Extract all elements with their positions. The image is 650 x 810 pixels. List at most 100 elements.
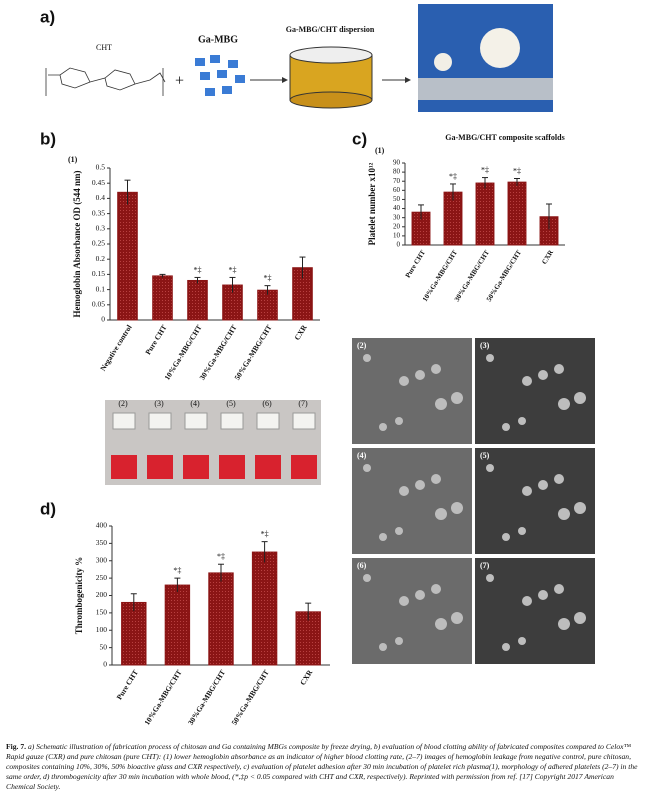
vial-label: (3): [154, 399, 164, 408]
vial-blood: [147, 455, 173, 479]
y-tick-label: 60: [393, 186, 401, 194]
sem-particle: [558, 508, 570, 520]
y-tick-label: 0: [101, 315, 105, 324]
y-tick-label: 50: [393, 195, 401, 203]
sem-particle: [415, 370, 425, 380]
sem-label: (4): [357, 451, 367, 460]
sem-label: (6): [357, 561, 367, 570]
sem-particle: [502, 533, 510, 541]
panel-label: b): [40, 129, 56, 148]
y-tick-label: 0.15: [92, 269, 105, 278]
sem-particle: [538, 370, 548, 380]
sem-particle: [538, 480, 548, 490]
x-tick-label: 10%Ga-MBG/CHT: [142, 668, 183, 726]
panel-label: a): [40, 7, 55, 26]
sem-particle: [363, 354, 371, 362]
y-tick-label: 0.3: [96, 224, 106, 233]
bar: [187, 279, 208, 321]
y-tick-label: 0.35: [92, 208, 105, 217]
vial-label: (5): [226, 399, 236, 408]
sem-particle: [379, 643, 387, 651]
vial-blood: [219, 455, 245, 479]
y-tick-label: 70: [393, 177, 401, 185]
sem-particle: [522, 376, 532, 386]
x-tick-label: 10%Ga-MBG/CHT: [421, 248, 459, 303]
bar: [475, 182, 495, 246]
sem-particle: [395, 417, 403, 425]
x-tick-label: Pure CHT: [115, 668, 140, 701]
vial-label: (4): [190, 399, 200, 408]
vial-label: (7): [298, 399, 308, 408]
sem-particle: [486, 354, 494, 362]
y-axis-label: Platelet number x10¹²: [367, 162, 377, 245]
sem-particle: [554, 584, 564, 594]
bar: [208, 572, 234, 666]
arrow-head: [282, 77, 288, 83]
x-tick-label: 30%Ga-MBG/CHT: [186, 668, 227, 726]
sem-particle: [558, 618, 570, 630]
sem-label: (2): [357, 341, 367, 350]
figure: a) CHT + Ga-MBG Ga-MBG/CHT dispersion b)…: [40, 4, 595, 727]
y-tick-label: 100: [96, 625, 108, 634]
sem-label: (5): [480, 451, 490, 460]
y-tick-label: 0.4: [96, 193, 106, 202]
sem-image: [352, 338, 472, 444]
sem-particle: [451, 502, 463, 514]
sem-particle: [399, 596, 409, 606]
y-tick-label: 0.5: [96, 163, 106, 172]
vial-blood: [255, 455, 281, 479]
sem-particle: [522, 486, 532, 496]
sem-image: [475, 558, 595, 664]
significance: *‡: [217, 552, 225, 561]
vial-blood: [291, 455, 317, 479]
x-tick-label: Pure CHT: [143, 323, 168, 356]
sem-particle: [518, 527, 526, 535]
vial-cap: [292, 412, 316, 430]
bar: [295, 611, 321, 666]
y-tick-label: 10: [393, 231, 401, 239]
sem-image: [475, 338, 595, 444]
sem-particle: [502, 643, 510, 651]
significance: *‡: [194, 265, 202, 274]
sem-particle: [395, 527, 403, 535]
vial-blood: [111, 455, 137, 479]
y-axis-label: Thrombogenicity %: [74, 557, 84, 635]
sem-particle: [379, 423, 387, 431]
vial-label: (6): [262, 399, 272, 408]
sem-particle: [451, 392, 463, 404]
y-tick-label: 400: [96, 521, 108, 530]
y-tick-label: 0: [103, 660, 107, 669]
sem-particle: [518, 417, 526, 425]
y-tick-label: 50: [100, 642, 108, 651]
chart-title: (1): [68, 155, 78, 164]
y-tick-label: 0.1: [96, 284, 106, 293]
x-tick-label: 30%Ga-MBG/CHT: [197, 323, 238, 381]
cht-structure: [45, 67, 166, 96]
vial-cap: [184, 412, 208, 430]
bar: [121, 601, 147, 666]
sem-particle: [574, 392, 586, 404]
sem-particle: [554, 474, 564, 484]
y-tick-label: 40: [393, 204, 401, 212]
caption-text: a) Schematic illustration of fabrication…: [6, 742, 638, 792]
vial-blood: [183, 455, 209, 479]
panel-label: d): [40, 499, 56, 518]
sem-particle: [431, 364, 441, 374]
sem-particle: [435, 508, 447, 520]
schematic-label: Ga-MBG/CHT dispersion: [286, 25, 375, 34]
y-tick-label: 80: [393, 168, 401, 176]
bar: [251, 551, 278, 666]
vial-cap: [256, 412, 280, 430]
y-tick-label: 300: [96, 555, 108, 564]
significance: *‡: [481, 165, 489, 174]
y-axis-label: Hemoglobin Absorbance OD (544 nm): [72, 170, 82, 317]
caption-label: Fig. 7.: [6, 742, 27, 751]
sem-particle: [451, 612, 463, 624]
sem-particle: [363, 464, 371, 472]
significance: *‡: [261, 529, 269, 538]
significance: *‡: [229, 265, 237, 274]
sem-image: [352, 558, 472, 664]
sem-particle: [574, 612, 586, 624]
y-tick-label: 30: [393, 213, 401, 221]
